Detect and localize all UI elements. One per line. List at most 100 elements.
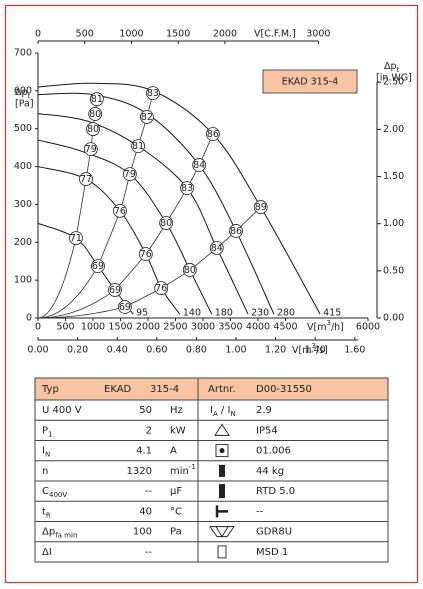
x3-axis-label: V[m3/s] [292, 342, 328, 356]
x2-tick-label: 1500 [166, 29, 190, 40]
operating-point-label: 81 [91, 94, 103, 105]
row-spec-label: IA / IN [210, 405, 236, 418]
operating-point-label: 84 [211, 243, 223, 254]
row-unit: Pa [170, 527, 182, 538]
operating-point-label: 80 [160, 218, 172, 229]
x3-tick-label: 0.80 [186, 345, 207, 356]
operating-point [205, 127, 220, 141]
x-axis-label: V[m3/h] [307, 319, 344, 333]
row-label: n [42, 466, 48, 477]
operating-point-label: 80 [89, 109, 101, 120]
row-label: C400V [42, 486, 67, 499]
operating-point-label: 82 [141, 112, 153, 123]
text-part: t [42, 506, 46, 517]
operating-point [180, 181, 194, 196]
operating-point [86, 122, 100, 136]
row-label: tR [42, 506, 51, 519]
text-part: V[m [307, 322, 326, 333]
text-part: Δp [42, 527, 55, 538]
subscript: R [46, 511, 51, 519]
x3-tick-label: 1.20 [265, 345, 286, 356]
x3-tick-label: 0.20 [67, 345, 88, 356]
operating-point [209, 241, 224, 255]
y-axis-label: Δpt [15, 87, 31, 101]
row-spec: -- [256, 506, 264, 517]
operating-point-label: 80 [87, 124, 99, 135]
x-tick-label: 6000 [356, 322, 380, 333]
y-tick-label: 200 [14, 237, 32, 248]
subscript: t [28, 92, 31, 100]
title-box [262, 69, 358, 94]
row-spec: 2.9 [256, 405, 272, 416]
text-part: Δp [384, 61, 397, 72]
operating-point [89, 92, 104, 107]
operating-point-label: 86 [230, 226, 242, 237]
x3-tick-label: 1.40 [305, 345, 326, 356]
x-tick-label: 2000 [136, 322, 160, 333]
operating-point-label: 77 [80, 174, 92, 185]
x-tick-label: 1500 [108, 322, 132, 333]
table-header-cell: 315-4 [150, 384, 179, 395]
x2-tick-label: 3000 [306, 29, 330, 40]
curve-label: 415 [323, 308, 341, 319]
x3-tick-label: 0.60 [146, 345, 167, 356]
chart-title: EKAD 315-4 [282, 77, 339, 88]
x2-axis-label: V[C.F.M.] [254, 29, 296, 40]
operating-point [79, 172, 93, 186]
curve-label: 95 [136, 308, 148, 319]
row-unit: °C [170, 506, 182, 517]
curve-label: 140 [183, 308, 201, 319]
row-unit: kW [170, 425, 186, 436]
operating-point [131, 139, 146, 154]
y-axis-unit: [Pa] [15, 99, 34, 110]
y-tick-label: 0 [26, 313, 32, 324]
operating-point-label: 76 [114, 206, 126, 217]
text-part: I [210, 405, 213, 416]
text-part: /h] [331, 322, 344, 333]
icon-switch-box [217, 545, 227, 559]
operating-point-label: 76 [155, 283, 167, 294]
row-label: ΔI [42, 547, 52, 558]
row-value: -- [145, 547, 153, 558]
icon-weight [219, 464, 225, 477]
icon-regulator [219, 484, 225, 499]
row-spec: MSD 1 [256, 547, 288, 558]
system-curve-start [37, 238, 77, 319]
text-part: C [42, 486, 49, 497]
x-tick-label: 4000 [246, 322, 270, 333]
row-unit: A [170, 446, 177, 457]
operating-point [113, 203, 127, 218]
subscript: 400V [49, 491, 67, 499]
operating-point [69, 231, 83, 246]
row-unit: µF [170, 486, 182, 497]
superscript: 3 [326, 319, 330, 327]
subscript: N [45, 451, 50, 459]
x3-tick-label: 0.40 [107, 345, 128, 356]
curve-label: 280 [277, 308, 295, 319]
operating-point [122, 167, 137, 182]
subscript: A [213, 410, 218, 418]
x2-tick-label: 500 [76, 29, 94, 40]
subscript: fa min [55, 532, 77, 540]
subscript: 1 [48, 430, 52, 438]
page-frame [4, 4, 419, 584]
row-value: 2 [146, 425, 152, 436]
operating-point [138, 247, 153, 261]
fan-curve [37, 92, 275, 315]
y-tick-label: 500 [14, 123, 32, 134]
operating-point-label: 71 [70, 233, 82, 244]
operating-point [192, 158, 207, 172]
operating-point [159, 216, 174, 230]
operating-point [118, 300, 132, 314]
system-curve-start [37, 306, 125, 319]
y-tick-label: 300 [14, 199, 32, 210]
x-tick-label: 2500 [163, 322, 187, 333]
text-part: Δp [15, 87, 28, 98]
row-value: 50 [139, 405, 152, 416]
operating-point-label: 79 [85, 144, 97, 155]
table-header-cell: Typ [41, 384, 59, 395]
operating-point-label: 81 [132, 141, 144, 152]
operating-point [83, 142, 98, 157]
fan-curve [37, 113, 249, 315]
